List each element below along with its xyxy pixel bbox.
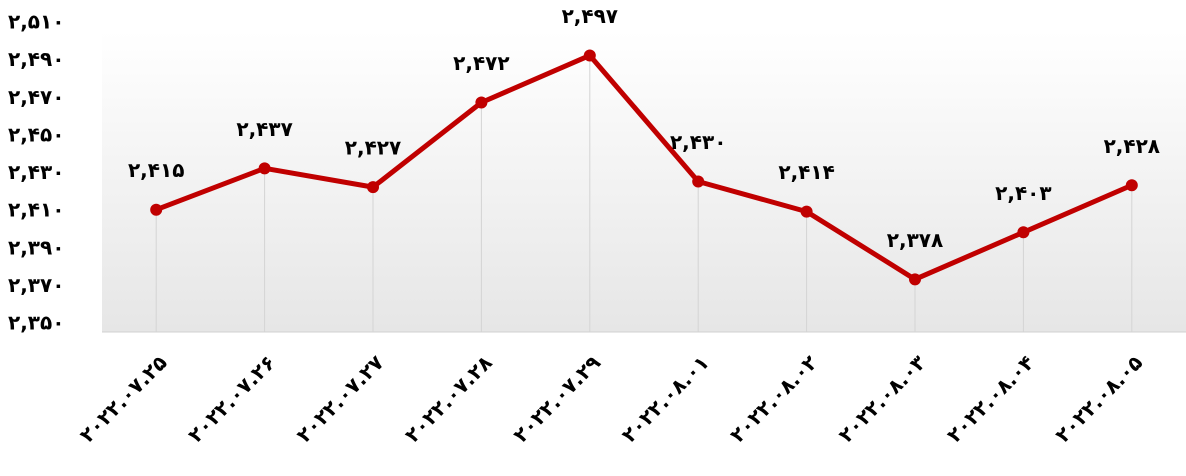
data-label: ۲,۴۱۵ xyxy=(128,158,184,182)
y-tick-label: ۲,۳۵۰ xyxy=(8,311,64,335)
y-tick-label: ۲,۴۱۰ xyxy=(8,198,64,222)
x-tick-label: ۲۰۲۲.۰۸.۰۳ xyxy=(834,350,931,447)
point xyxy=(909,273,921,286)
x-tick-label: ۲۰۲۲.۰۷.۲۶ xyxy=(183,350,280,447)
point xyxy=(800,205,813,218)
plot-area xyxy=(102,31,1186,332)
x-tick-label: ۲۰۲۲.۰۷.۲۹ xyxy=(508,350,605,447)
x-tick-label: ۲۰۲۲.۰۸.۰۴ xyxy=(942,350,1039,447)
data-label: ۲,۴۹۷ xyxy=(562,4,618,28)
point xyxy=(150,203,163,216)
y-tick-label: ۲,۳۹۰ xyxy=(8,235,64,259)
data-label: ۲,۴۱۴ xyxy=(778,160,834,184)
y-tick-label: ۲,۴۵۰ xyxy=(8,122,64,146)
x-tick-label: ۲۰۲۲.۰۷.۲۵ xyxy=(75,350,172,447)
point xyxy=(583,49,596,62)
point xyxy=(258,162,271,175)
y-tick-label: ۲,۳۷۰ xyxy=(8,273,64,297)
x-tick-label: ۲۰۲۲.۰۷.۲۸ xyxy=(400,350,497,447)
data-label: ۲,۴۳۷ xyxy=(236,117,292,141)
series-line xyxy=(155,52,1133,282)
y-tick-label: ۲,۴۹۰ xyxy=(8,47,64,71)
x-tick-label: ۲۰۲۲.۰۸.۰۲ xyxy=(725,350,822,447)
data-label: ۲,۴۲۸ xyxy=(1104,134,1160,158)
point xyxy=(1017,226,1030,239)
data-label: ۲,۴۰۳ xyxy=(995,181,1051,205)
point xyxy=(692,175,705,188)
data-label: ۲,۴۷۲ xyxy=(453,51,509,75)
y-tick-label: ۲,۴۷۰ xyxy=(8,85,64,109)
data-label: ۲,۳۷۸ xyxy=(887,228,943,252)
y-tick-label: ۲,۵۱۰ xyxy=(8,10,64,34)
x-tick-label: ۲۰۲۲.۰۸.۰۱ xyxy=(617,350,714,447)
data-label: ۲,۴۳۰ xyxy=(670,130,726,154)
x-tick-label: ۲۰۲۲.۰۷.۲۷ xyxy=(292,350,389,447)
point xyxy=(367,181,379,194)
data-label: ۲,۴۲۷ xyxy=(345,136,401,160)
x-tick-label: ۲۰۲۲.۰۸.۰۵ xyxy=(1050,350,1147,447)
y-tick-label: ۲,۴۳۰ xyxy=(8,160,64,184)
point xyxy=(475,96,488,109)
point xyxy=(1125,179,1138,192)
